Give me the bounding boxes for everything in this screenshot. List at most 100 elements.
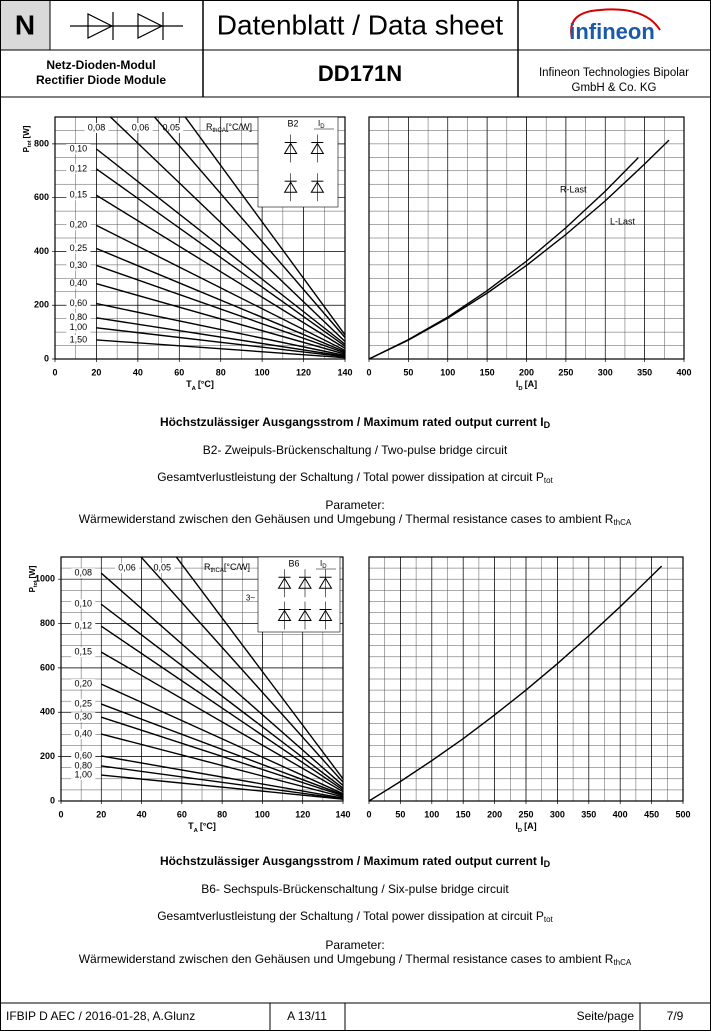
label-bg [71,621,96,632]
label-bg [66,163,91,174]
letter-box [1,1,50,50]
plot-frame [368,556,684,802]
label-bg [66,260,91,271]
series-label: 0,10 [75,599,93,609]
text: Wärmewiderstand zwischen den Gehäusen un… [79,952,614,966]
x-tick-label: 450 [644,809,659,819]
series-label: 0,40 [70,278,88,288]
x-tick-label: 140 [335,809,350,819]
subscript: tot [27,140,33,147]
series-line [96,247,345,353]
chart: 0 20 40 60 80 100 120 140 0 200 400 600 800 1000 B6 ID 3… [35,556,351,819]
doc-title: Datenblatt / Data sheet [217,9,504,40]
series-label: 0,05 [154,562,172,572]
text: Gesamtverlustleistung der Schaltung / To… [157,470,544,484]
company: Infineon Technologies Bipolar [539,67,689,79]
series-line [96,339,345,359]
parameter: Parameter: [325,498,384,512]
y-tick-label: 400 [40,707,55,717]
text: Höchstzulässiger Ausgangsstrom / Maximum… [160,854,544,868]
label-bg [66,298,91,309]
series-line [101,755,343,799]
axis-label: Ptot [W] [28,565,39,592]
module-en: Rectifier Diode Module [36,73,166,87]
series-line [100,683,343,795]
label-bg [66,190,91,201]
part-number: DD171N [318,61,402,86]
series-label: 0,80 [70,312,88,322]
series-label: 1,00 [75,769,93,779]
series-line [96,224,345,352]
unit: [°C] [200,821,216,831]
series-line [101,703,343,796]
series-label: 0,40 [75,728,93,738]
x-tick-label: 20 [91,367,101,377]
series-label: 0,05 [162,122,180,132]
plot-frame [54,116,346,360]
y-tick-label: 600 [40,662,55,672]
series-line [96,264,345,354]
series-line [96,302,345,357]
x-tick-label: 0 [52,367,57,377]
subscript: D [518,386,522,392]
y-tick-label: 600 [34,192,49,202]
series-label: L-Last [610,216,636,226]
footer-doc: IFBIP D AEC / 2016-01-28, A.Glunz [6,1009,195,1023]
inset-current: ID [318,119,325,129]
x-tick-label: 350 [637,367,652,377]
label-bg [71,599,96,610]
symbol: T [188,821,194,831]
series-label: 0,12 [70,163,88,173]
symbol: R [206,122,213,132]
unit: [A] [525,379,538,389]
x-tick-label: 140 [337,367,352,377]
subscript: thCA [613,958,631,967]
subscript: D [322,564,327,570]
inset-phases: 3~ [246,593,255,602]
label-bg [128,123,153,133]
legend-title: RthCA[°C/W] [206,122,252,133]
subscript: D [544,420,551,430]
subscript: thCA [613,518,631,527]
x-tick-label: 50 [395,809,405,819]
logo: infineon [569,19,655,44]
inset-current: ID [320,559,327,569]
series-label: 0,25 [70,243,88,253]
unit: [°C/W] [224,562,250,572]
series-line [100,651,343,793]
chart: 0 50 100 150 200 250 300 350 400 450 500 [366,556,691,819]
x-tick-label: 150 [456,809,471,819]
label-bg [71,699,96,710]
label-bg [150,563,175,573]
x-tick-label: 200 [519,367,534,377]
y-tick-label: 800 [34,138,49,148]
x-tick-label: 0 [58,809,63,819]
series-line [96,317,345,358]
label-bg [71,729,96,740]
series-line [96,168,345,347]
subscript: A [192,386,197,392]
label-bg [66,312,91,323]
axis-label: TA [°C] [186,379,214,391]
plot-frame [60,556,344,802]
subscript: thCA [213,128,226,134]
x-tick-label: 0 [366,367,371,377]
y-tick-label: 0 [50,795,55,805]
x-tick-label: 150 [480,367,495,377]
series-line [101,716,343,797]
symbol: I [516,379,519,389]
subscript: tot [33,580,39,587]
company: GmbH & Co. KG [572,82,657,94]
chart: 0 20 40 60 80 100 120 140 0 200 400 600 800 B2 ID RthCA… [34,116,353,377]
x-tick-label: 100 [424,809,439,819]
series-label: 0,15 [70,190,88,200]
x-tick-label: 80 [216,367,226,377]
x-tick-label: 120 [296,367,311,377]
x-tick-label: 40 [133,367,143,377]
footer-page-label: Seite/page [577,1009,635,1023]
series-line [109,117,345,343]
unit: [°C/W] [226,122,252,132]
axis-label: ID [A] [515,821,536,833]
label-bg [71,770,96,781]
series-label: 0,12 [75,621,93,631]
